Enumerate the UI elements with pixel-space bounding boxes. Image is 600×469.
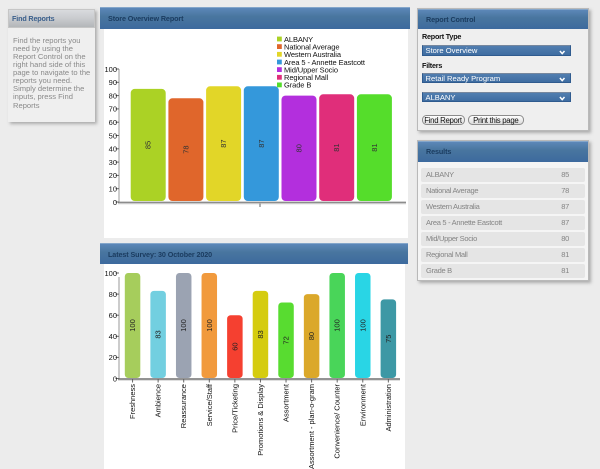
svg-text:100: 100	[128, 319, 137, 332]
svg-text:87: 87	[257, 139, 266, 147]
svg-text:83: 83	[256, 330, 265, 338]
svg-text:Freshness: Freshness	[128, 384, 137, 419]
svg-text:Grade B: Grade B	[284, 81, 311, 90]
svg-text:60: 60	[109, 118, 117, 127]
svg-text:Area 5 - Annette Eastcott: Area 5 - Annette Eastcott	[284, 58, 366, 67]
svg-text:78: 78	[181, 145, 190, 153]
svg-text:Ambience: Ambience	[154, 384, 163, 417]
svg-text:0: 0	[113, 374, 117, 383]
svg-text:72: 72	[282, 336, 291, 344]
svg-text:Reassurance: Reassurance	[179, 384, 188, 428]
svg-text:Assortment - plan-o-gram: Assortment - plan-o-gram	[307, 384, 316, 469]
svg-text:Promotions & Display: Promotions & Display	[256, 384, 265, 456]
svg-text:80: 80	[295, 144, 304, 152]
svg-text:Western Australia: Western Australia	[284, 50, 342, 59]
svg-text:90: 90	[109, 78, 117, 87]
svg-text:40: 40	[109, 145, 117, 154]
svg-text:80: 80	[109, 290, 117, 299]
svg-text:10: 10	[109, 185, 117, 194]
svg-text:100: 100	[205, 319, 214, 332]
svg-text:Environment: Environment	[358, 383, 367, 426]
svg-text:60: 60	[230, 342, 239, 350]
svg-text:100: 100	[333, 319, 342, 332]
svg-text:100: 100	[104, 269, 117, 278]
svg-text:Assortment: Assortment	[282, 383, 291, 422]
svg-text:83: 83	[154, 330, 163, 338]
svg-text:75: 75	[384, 335, 393, 343]
svg-text:50: 50	[109, 131, 117, 140]
svg-text:87: 87	[219, 139, 228, 147]
svg-text:80: 80	[307, 332, 316, 340]
svg-text:40: 40	[109, 332, 117, 341]
svg-text:60: 60	[109, 311, 117, 320]
svg-text:ALBANY: ALBANY	[284, 35, 313, 44]
svg-text:Regional Mall: Regional Mall	[284, 73, 329, 82]
svg-text:85: 85	[144, 141, 153, 149]
svg-text:Convenience/ Counter: Convenience/ Counter	[333, 384, 342, 459]
svg-text:81: 81	[332, 143, 341, 151]
svg-text:100: 100	[104, 65, 117, 74]
svg-text:National Average: National Average	[284, 42, 339, 51]
svg-text:30: 30	[109, 158, 117, 167]
svg-text:Mid/Upper Socio: Mid/Upper Socio	[284, 65, 338, 74]
svg-text:Service/Staff: Service/Staff	[205, 383, 214, 426]
svg-text:81: 81	[370, 143, 379, 151]
svg-text:Price/Ticketing: Price/Ticketing	[230, 384, 239, 433]
svg-text:Administration: Administration	[384, 384, 393, 432]
svg-text:100: 100	[358, 319, 367, 332]
svg-text:20: 20	[109, 171, 117, 180]
svg-text:20: 20	[109, 353, 117, 362]
svg-text:70: 70	[109, 105, 117, 114]
svg-text:100: 100	[179, 319, 188, 332]
svg-text:80: 80	[109, 91, 117, 100]
svg-text:0: 0	[113, 198, 117, 207]
